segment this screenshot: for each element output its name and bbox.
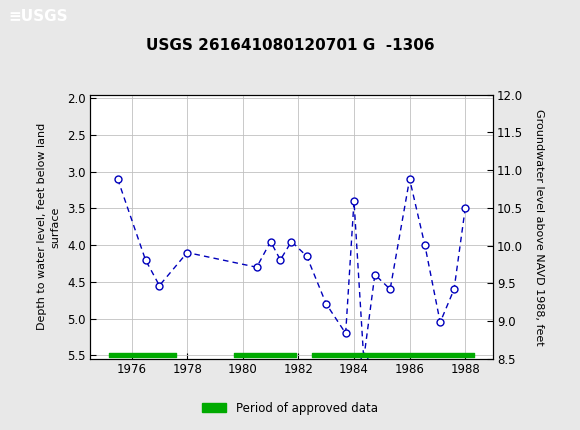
Text: USGS 261641080120701 G  -1306: USGS 261641080120701 G -1306 [146, 38, 434, 52]
Text: ≡USGS: ≡USGS [9, 9, 68, 24]
Y-axis label: Groundwater level above NAVD 1988, feet: Groundwater level above NAVD 1988, feet [534, 108, 545, 345]
Y-axis label: Depth to water level, feet below land
surface: Depth to water level, feet below land su… [37, 123, 60, 330]
Legend: Period of approved data: Period of approved data [198, 397, 382, 420]
